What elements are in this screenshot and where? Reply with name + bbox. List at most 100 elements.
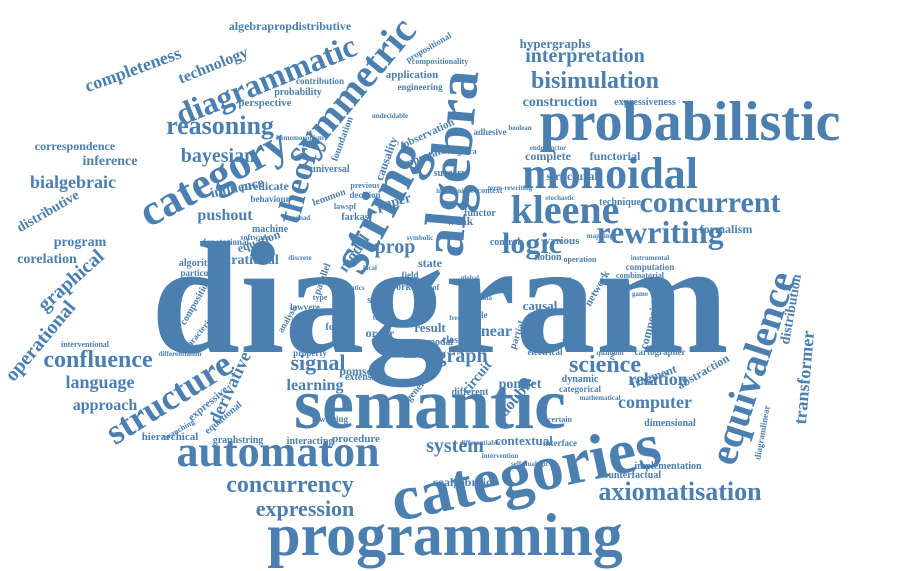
cloud-word: state [418,256,443,270]
cloud-word: adhesive [473,127,506,137]
cloud-word: particular [181,268,220,278]
cloud-word: reasoning [166,111,274,140]
cloud-word: stochastic [545,194,574,202]
cloud-word: quantum [596,349,623,357]
cloud-word: interacting [287,436,334,447]
cloud-word: extension [345,372,385,383]
cloud-word: universal [310,164,350,175]
cloud-word: algebra [410,67,491,259]
cloud-word: linear [472,323,512,340]
cloud-word: simple [462,310,487,320]
cloud-word: object [491,284,510,292]
cloud-word: procedure [332,433,380,445]
cloud-word: diagram [151,209,729,388]
cloud-word: prop [375,236,416,258]
cloud-word: technique [599,197,641,208]
cloud-word: semantics [335,284,364,292]
cloud-word: program [54,235,107,250]
cloud-word: machine [252,224,289,235]
cloud-word: notion [534,252,562,263]
cloud-word: compositionality [412,57,468,66]
cloud-word: implementation [634,461,702,472]
cloud-word: closed [442,335,469,346]
cloud-word: instrumental [631,254,670,262]
cloud-word: signal [290,350,345,375]
cloud-word: weak [447,214,474,228]
cloud-word: approach [73,397,138,414]
cloud-word: causal [523,298,558,313]
cloud-word: study [367,294,393,306]
cloud-word: modal [427,337,454,348]
cloud-word: result [414,320,446,335]
cloud-word: order [366,326,395,340]
cloud-word: rewriting [596,214,723,250]
cloud-word: mathematical [580,394,621,402]
cloud-word: intervention [482,452,519,460]
cloud-word: graphstring [213,435,264,446]
cloud-word: transformer [790,330,818,425]
cloud-word: natural [549,276,571,284]
cloud-word: electrical [528,347,563,357]
cloud-word: expression [256,496,355,521]
cloud-word: learning [287,377,344,394]
cloud-word: corelation [17,252,77,267]
cloud-word: cartographer [635,347,686,357]
cloud-word: milner [387,342,413,352]
cloud-word: operation [564,255,597,264]
cloud-word: complete [525,149,572,163]
cloud-word: functorial [590,149,641,163]
cloud-word: formalism [700,222,753,236]
cloud-word: field [402,270,419,280]
cloud-word: certain [548,415,573,424]
cloud-word: various [545,235,581,247]
cloud-word: farkas [341,212,368,223]
cloud-word: global [461,274,479,282]
cloud-word: homomorphism [276,134,324,142]
cloud-word: language [65,372,134,392]
cloud-word: decision [349,190,380,200]
cloud-word: monad [290,214,311,222]
cloud-word: property [293,348,327,358]
cloud-word: inference [83,154,138,169]
cloud-word: system [426,435,484,457]
cloud-word: computer [618,392,692,412]
cloud-word: engineering [398,82,443,92]
cloud-word: probability [274,87,322,98]
cloud-word: probabilistic [540,91,841,153]
cloud-word: coalgebra [443,147,476,156]
cloud-word: confluence [43,347,153,373]
cloud-word: behaviour [250,194,289,204]
cloud-word: lawspf [334,202,357,211]
cloud-word: hypergraphs [520,36,591,51]
cloud-word: graph [436,345,487,367]
cloud-word: application [386,69,439,81]
cloud-word: undecidable [372,112,408,120]
cloud-word: interpretation [525,45,645,67]
cloud-word: counterfactual [599,470,661,481]
cloud-word: intuitionistic [436,187,474,195]
cloud-word: net [575,298,585,306]
cloud-word: free [449,314,461,322]
cloud-word: mapping [587,232,614,240]
cloud-word: algebrapropdistributive [229,19,352,33]
cloud-word: completeness [82,43,184,96]
cloud-word: pomsets [339,364,381,378]
cloud-word: dimensional [644,418,696,429]
cloud-word: computation [626,262,675,272]
cloud-word: algorithm [179,258,222,269]
cloud-word: pushout [197,207,253,224]
cloud-word: differentiation [158,350,201,358]
cloud-word: bialgebraic [30,172,116,192]
cloud-word: hierarchical [142,431,199,443]
cloud-word: software [240,233,270,242]
cloud-word: distributive [15,188,82,236]
cloud-word: predicate [241,179,289,193]
cloud-word: concurrent [639,186,780,219]
cloud-word: work [389,282,412,293]
cloud-word: perspective [238,97,291,109]
cloud-word: unit [404,352,417,360]
cloud-word: semantic [294,364,566,444]
cloud-word: combinatorial [616,271,665,280]
cloud-word: functor [464,208,496,219]
